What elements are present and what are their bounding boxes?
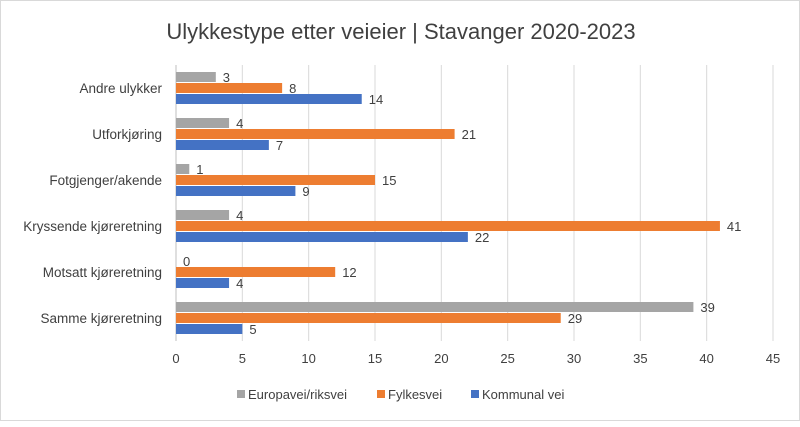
bar: [176, 232, 468, 242]
bar: [176, 140, 269, 150]
data-label: 7: [276, 138, 283, 153]
data-label: 5: [249, 322, 256, 337]
chart-title: Ulykkestype etter veieier | Stavanger 20…: [166, 19, 635, 44]
legend-label: Europavei/riksvei: [248, 387, 347, 402]
bar: [176, 267, 336, 277]
data-label: 8: [289, 81, 296, 96]
category-label: Motsatt kjøreretning: [43, 265, 162, 280]
legend-label: Fylkesvei: [388, 387, 442, 402]
data-label: 14: [369, 92, 383, 107]
legend-item: Fylkesvei: [377, 387, 442, 402]
bar: [176, 186, 296, 196]
data-label: 4: [236, 116, 243, 131]
category-label: Samme kjøreretning: [40, 311, 162, 326]
bar: [176, 94, 362, 104]
legend-label: Kommunal vei: [482, 387, 564, 402]
x-tick-label: 45: [766, 351, 780, 366]
category-label: Andre ulykker: [79, 81, 162, 96]
bar: [176, 83, 283, 93]
legend-item: Kommunal vei: [471, 387, 564, 402]
category-label: Fotgjenger/akende: [49, 173, 162, 188]
data-label: 4: [236, 276, 243, 291]
x-tick-label: 25: [500, 351, 514, 366]
data-label: 15: [382, 173, 396, 188]
data-label: 39: [700, 300, 714, 315]
data-label: 29: [568, 311, 582, 326]
data-label: 12: [342, 265, 356, 280]
legend-swatch: [377, 390, 385, 398]
x-tick-label: 40: [699, 351, 713, 366]
bar: [176, 278, 230, 288]
x-tick-label: 10: [301, 351, 315, 366]
legend-swatch: [471, 390, 479, 398]
bar: [176, 118, 230, 128]
legend-swatch: [237, 390, 245, 398]
x-tick-label: 20: [434, 351, 448, 366]
data-label: 22: [475, 230, 489, 245]
x-tick-label: 0: [172, 351, 179, 366]
legend-item: Europavei/riksvei: [237, 387, 347, 402]
x-tick-label: 30: [567, 351, 581, 366]
bar: [176, 210, 230, 220]
data-label: 1: [196, 162, 203, 177]
bar: [176, 302, 694, 312]
data-label: 3: [223, 70, 230, 85]
bar: [176, 324, 243, 334]
bar: [176, 72, 216, 82]
bar: [176, 129, 455, 139]
category-label: Kryssende kjøreretning: [23, 219, 162, 234]
bar: [176, 175, 375, 185]
x-tick-label: 5: [239, 351, 246, 366]
data-label: 21: [462, 127, 476, 142]
x-tick-label: 35: [633, 351, 647, 366]
data-label: 41: [727, 219, 741, 234]
bar: [176, 313, 561, 323]
bar: [176, 164, 190, 174]
data-label: 0: [183, 254, 190, 269]
x-tick-label: 15: [368, 351, 382, 366]
data-label: 9: [302, 184, 309, 199]
bar: [176, 221, 720, 231]
data-label: 4: [236, 208, 243, 223]
category-label: Utforkjøring: [92, 127, 162, 142]
